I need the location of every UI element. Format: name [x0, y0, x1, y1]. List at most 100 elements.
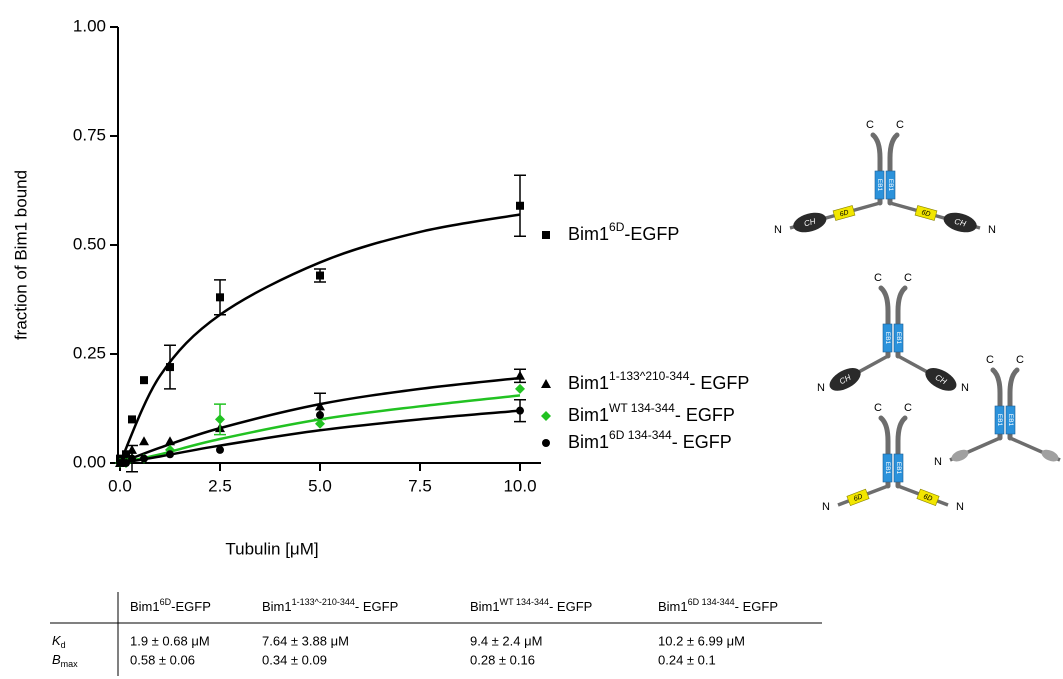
linker-box — [832, 205, 856, 221]
marker-triangle — [139, 436, 149, 446]
marker-circle — [316, 411, 324, 420]
header-base: Bim1 — [262, 599, 292, 614]
y-tick-label: 0.75 — [73, 125, 106, 144]
c-terminus-label: C — [904, 272, 912, 284]
eb1-domain — [994, 405, 1005, 435]
eb1-label: EB1 — [887, 179, 894, 192]
eb1-domain — [885, 170, 896, 200]
row-label: Bmax — [52, 652, 78, 669]
row-label-sub: d — [61, 640, 66, 650]
fit-curve — [119, 376, 521, 465]
ch-ellipse — [925, 368, 957, 391]
header-base: Bim1 — [470, 599, 500, 614]
ch-domain: CH — [829, 368, 861, 391]
header-suffix: - EGFP — [735, 599, 778, 614]
n-terminus-label: N — [988, 224, 996, 236]
ch-domain: CH — [793, 212, 827, 233]
legend-marker — [541, 411, 551, 421]
legend-name: Bim1 — [568, 373, 609, 393]
legend-suffix: - EGFP — [675, 405, 735, 425]
coiled-coil — [895, 285, 908, 359]
c-terminus-label: C — [986, 354, 994, 366]
marker-circle — [128, 454, 136, 463]
tail — [1041, 449, 1059, 462]
table-cell: 0.24 ± 0.1 — [658, 652, 716, 667]
marker-square — [140, 376, 148, 385]
x-tick-label: 0.0 — [108, 476, 132, 495]
x-tick-label: 7.5 — [408, 476, 432, 495]
c-terminus-label: C — [1016, 354, 1024, 366]
fit-curve — [119, 394, 521, 465]
marker-circle — [516, 406, 524, 415]
linker-label: 6D — [839, 209, 850, 218]
legend-entry: Bim1WT 134-344- EGFP — [568, 401, 735, 425]
table-cell: 10.2 ± 6.99 μM — [658, 633, 745, 648]
legend-sup: WT 134-344 — [609, 401, 675, 415]
ch-domain: CH — [925, 368, 957, 391]
marker-square — [316, 271, 324, 280]
linker-box — [916, 488, 940, 507]
legend-sup: 6D 134-344 — [609, 428, 672, 442]
linker-box — [846, 488, 870, 507]
x-tick-label: 5.0 — [308, 476, 332, 495]
eb1-domain — [893, 323, 904, 353]
legend-sup: 6D — [609, 220, 625, 234]
header-sup: 6D — [160, 597, 172, 607]
coiled-coil — [878, 285, 891, 359]
eb1-label: EB1 — [884, 462, 891, 475]
n-terminus-label: N — [956, 501, 964, 513]
row-label-sub: max — [61, 659, 79, 669]
fit-curve — [119, 409, 521, 465]
coiled-coil — [1007, 367, 1020, 441]
legend-name: Bim1 — [568, 405, 609, 425]
coiled-coil — [878, 415, 891, 489]
tail — [951, 449, 969, 462]
legend-suffix: - EGFP — [689, 373, 749, 393]
coiled-coil — [870, 132, 883, 206]
eb1-label: EB1 — [996, 414, 1003, 427]
header-sup: 6D 134-344 — [688, 597, 735, 607]
linker-label: 6D — [853, 493, 864, 503]
marker-diamond — [315, 418, 325, 429]
table-header: Bim11-133^-210-344- EGFP — [262, 597, 398, 614]
linker-label: 6D — [922, 493, 933, 503]
marker-triangle — [165, 436, 175, 446]
legend-sup: 1-133^210-344 — [609, 369, 690, 383]
header-suffix: - EGFP — [549, 599, 592, 614]
header-sup: 1-133^-210-344 — [292, 597, 355, 607]
marker-circle — [166, 450, 174, 459]
marker-square — [216, 293, 224, 302]
table-cell: 0.34 ± 0.09 — [262, 652, 327, 667]
marker-triangle — [315, 401, 325, 411]
n-terminus-label: N — [822, 501, 830, 513]
legend-name: Bim1 — [568, 432, 609, 452]
x-axis-label: Tubulin [μM] — [225, 539, 318, 558]
marker-circle — [116, 459, 124, 467]
fit-curve — [118, 213, 521, 464]
eb1-label: EB1 — [876, 179, 883, 192]
legend-entry: Bim16D 134-344- EGFP — [568, 428, 732, 452]
marker-square — [166, 363, 174, 372]
eb1-label: EB1 — [1007, 414, 1014, 427]
legend-name: Bim1 — [568, 224, 609, 244]
coiled-coil — [990, 367, 1003, 441]
coiled-coil — [895, 415, 908, 489]
marker-diamond — [515, 383, 525, 394]
linker: 6D — [916, 488, 940, 507]
marker-triangle — [515, 370, 525, 380]
linker: 6D — [914, 205, 938, 221]
legend-marker — [542, 231, 550, 239]
marker-diamond — [215, 414, 225, 425]
table-header: Bim16D-EGFP — [130, 597, 211, 614]
y-tick-label: 0.25 — [73, 343, 106, 362]
n-terminus-label: N — [817, 382, 825, 394]
header-suffix: - EGFP — [355, 599, 398, 614]
row-label-main: B — [52, 652, 61, 667]
ch-label: CH — [953, 217, 967, 229]
ch-ellipse — [829, 368, 861, 391]
x-tick-label: 10.0 — [503, 476, 536, 495]
row-label-main: K — [52, 633, 62, 648]
table-header: Bim16D 134-344- EGFP — [658, 597, 778, 614]
eb1-domain — [893, 453, 904, 483]
